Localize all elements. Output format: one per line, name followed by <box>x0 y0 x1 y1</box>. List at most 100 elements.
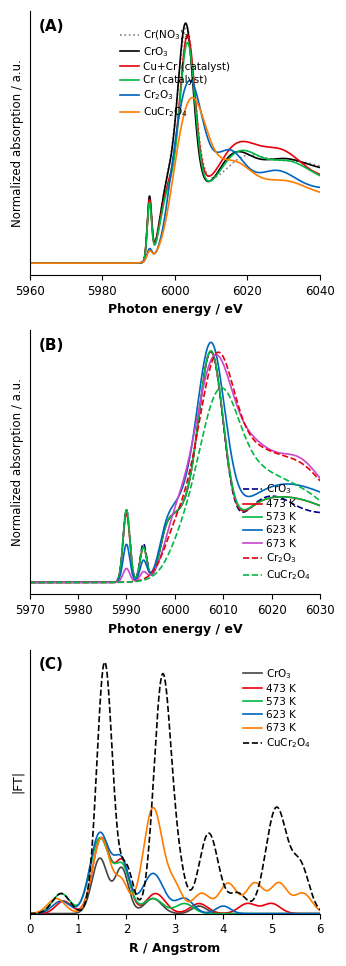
Cu+Cr (catalyst) <box>28 257 32 269</box>
473 K <box>310 908 314 920</box>
CuCr$_2$O$_4$ <box>310 887 314 898</box>
623 K <box>169 503 173 515</box>
CrO$_3$ <box>256 908 261 920</box>
CrO$_3$ <box>28 257 32 269</box>
Cr (catalyst) <box>318 170 322 182</box>
CrO$_3$ <box>43 257 47 269</box>
573 K <box>43 904 47 916</box>
673 K <box>318 905 322 917</box>
CrO$_3$ <box>184 17 188 29</box>
573 K <box>28 577 32 588</box>
Cr(NO$_3$)$_3$ <box>256 150 261 161</box>
CrO$_3$ <box>318 507 322 519</box>
Line: 473 K: 473 K <box>30 838 320 914</box>
Line: Cu+Cr (catalyst): Cu+Cr (catalyst) <box>30 35 320 263</box>
Cr (catalyst) <box>169 171 173 183</box>
Cr(NO$_3$)$_3$ <box>169 148 173 159</box>
623 K <box>28 908 32 920</box>
473 K <box>161 529 165 541</box>
573 K <box>256 497 261 508</box>
673 K <box>310 462 314 473</box>
CuCr$_2$O$_4$ <box>318 904 322 916</box>
CuCr$_2$O$_4$ <box>256 170 261 182</box>
573 K <box>256 908 261 920</box>
Line: 573 K: 573 K <box>30 351 320 582</box>
Legend: CrO$_3$, 473 K, 573 K, 623 K, 673 K, CuCr$_2$O$_4$: CrO$_3$, 473 K, 573 K, 623 K, 673 K, CuC… <box>239 663 315 754</box>
Cr (catalyst) <box>256 150 261 161</box>
623 K <box>161 882 165 894</box>
623 K <box>28 577 32 588</box>
Cr$_2$O$_3$ <box>310 466 314 477</box>
Text: (C): (C) <box>38 658 63 672</box>
Cr$_2$O$_3$ <box>310 180 314 191</box>
623 K <box>256 908 261 920</box>
CrO$_3$ <box>318 908 322 920</box>
Cr(NO$_3$)$_3$ <box>28 257 32 269</box>
Cr$_2$O$_3$ <box>310 466 314 477</box>
623 K <box>310 908 314 920</box>
673 K <box>310 895 314 907</box>
Text: (A): (A) <box>38 19 64 34</box>
573 K <box>318 499 322 511</box>
573 K <box>209 345 213 356</box>
Cr$_2$O$_3$ <box>161 220 165 232</box>
623 K <box>310 908 314 920</box>
673 K <box>161 839 165 851</box>
673 K <box>310 462 314 473</box>
473 K <box>318 908 322 920</box>
673 K <box>28 577 32 588</box>
Line: Cr$_2$O$_3$: Cr$_2$O$_3$ <box>30 353 320 582</box>
CuCr$_2$O$_4$ <box>190 92 194 103</box>
Cr$_2$O$_3$ <box>28 257 32 269</box>
473 K <box>310 908 314 920</box>
CuCr$_2$O$_4$ <box>43 257 47 269</box>
X-axis label: Photon energy / eV: Photon energy / eV <box>108 623 242 636</box>
623 K <box>310 483 314 495</box>
Cr$_2$O$_3$ <box>43 257 47 269</box>
CrO$_3$ <box>169 906 173 918</box>
Cr$_2$O$_3$ <box>318 182 322 193</box>
473 K <box>28 908 32 920</box>
673 K <box>28 908 32 920</box>
623 K <box>318 908 322 920</box>
Cr(NO$_3$)$_3$ <box>43 257 47 269</box>
Line: Cr$_2$O$_3$: Cr$_2$O$_3$ <box>30 80 320 263</box>
CrO$_3$ <box>169 151 173 162</box>
CuCr$_2$O$_4$ <box>28 908 32 920</box>
Cr$_2$O$_3$ <box>43 577 47 588</box>
X-axis label: R / Angstrom: R / Angstrom <box>129 942 220 954</box>
473 K <box>169 902 173 914</box>
CuCr$_2$O$_4$ <box>310 887 314 898</box>
CuCr$_2$O$_4$ <box>161 668 165 680</box>
CrO$_3$ <box>310 505 314 517</box>
CrO$_3$ <box>28 577 32 588</box>
CrO$_3$ <box>310 505 314 517</box>
Cr$_2$O$_3$ <box>169 168 173 180</box>
473 K <box>318 499 322 511</box>
CrO$_3$ <box>310 908 314 920</box>
Line: CuCr$_2$O$_4$: CuCr$_2$O$_4$ <box>30 662 320 914</box>
Y-axis label: |FT|: |FT| <box>11 770 24 793</box>
623 K <box>310 483 314 495</box>
Cr (catalyst) <box>43 257 47 269</box>
CrO$_3$ <box>310 908 314 920</box>
473 K <box>256 497 261 508</box>
CuCr$_2$O$_4$ <box>161 226 165 238</box>
573 K <box>98 832 102 843</box>
573 K <box>310 908 314 920</box>
573 K <box>169 510 173 522</box>
473 K <box>209 346 213 357</box>
CuCr$_2$O$_4$ <box>103 656 107 668</box>
Cr(NO$_3$)$_3$ <box>161 191 165 203</box>
Cu+Cr (catalyst) <box>318 168 322 180</box>
Cu+Cr (catalyst) <box>43 257 47 269</box>
CuCr$_2$O$_4$ <box>318 186 322 198</box>
573 K <box>161 898 165 910</box>
CuCr$_2$O$_4$ <box>43 904 47 916</box>
CuCr$_2$O$_4$ <box>28 577 32 588</box>
623 K <box>43 577 47 588</box>
CrO$_3$ <box>43 908 47 920</box>
Cu+Cr (catalyst) <box>185 29 190 41</box>
473 K <box>43 907 47 919</box>
573 K <box>310 908 314 920</box>
